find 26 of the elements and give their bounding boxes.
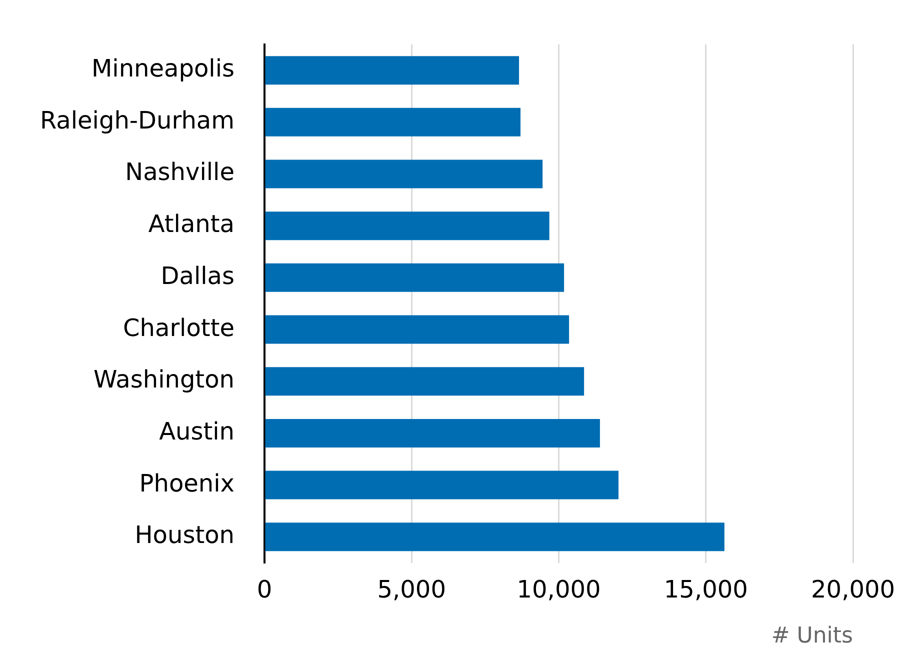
y-tick-label: Nashville <box>125 158 234 186</box>
x-tick-label: 15,000 <box>664 575 748 604</box>
x-tick-label: 10,000 <box>516 575 601 604</box>
bar <box>265 160 543 188</box>
bar <box>265 367 584 396</box>
bar <box>265 522 724 552</box>
x-axis-title: # Units <box>771 624 854 649</box>
bar <box>265 56 520 85</box>
bar <box>265 470 618 500</box>
y-tick-label: Charlotte <box>123 314 234 342</box>
y-tick-label: Minneapolis <box>91 54 234 83</box>
bar <box>265 108 520 136</box>
x-tick-label: 0 <box>256 575 272 604</box>
y-tick-label: Phoenix <box>139 469 234 498</box>
bar <box>265 418 600 448</box>
bar <box>265 263 564 292</box>
y-tick-label: Austin <box>159 417 234 446</box>
x-tick-label: 5,000 <box>377 575 446 604</box>
y-tick-label: Houston <box>134 521 234 550</box>
bar <box>265 212 550 240</box>
y-tick-label: Raleigh-Durham <box>40 106 234 134</box>
y-tick-label: Washington <box>93 366 234 394</box>
y-tick-label: Atlanta <box>148 210 234 238</box>
x-tick-label: 20,000 <box>811 575 896 604</box>
y-tick-label: Dallas <box>160 262 234 290</box>
bar <box>265 315 570 344</box>
